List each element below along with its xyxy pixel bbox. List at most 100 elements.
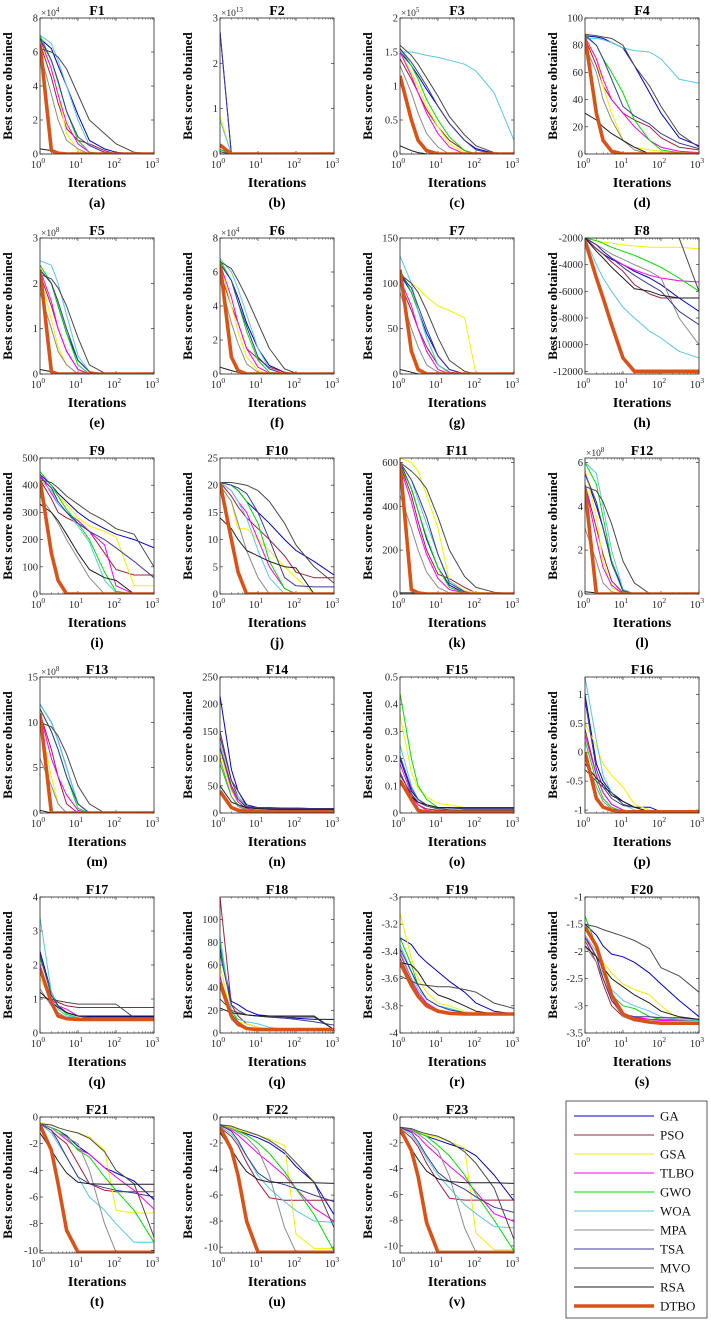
y-tick-label: 0 xyxy=(578,150,583,161)
x-tick-label: 103 xyxy=(145,815,160,830)
series-line-pso xyxy=(400,1128,514,1201)
x-tick-label: 103 xyxy=(325,815,340,830)
series-line-dtbo xyxy=(585,36,699,154)
series-line-tsa xyxy=(40,38,154,154)
series-line-tsa xyxy=(40,476,154,579)
x-tick-label: 102 xyxy=(467,1035,482,1050)
y-tick-label: 0 xyxy=(393,150,398,161)
series-line-woa xyxy=(40,34,154,154)
y-tick-label: 2 xyxy=(33,116,38,127)
y-tick-label: 0.4 xyxy=(385,700,399,711)
y-tick-label: -2 xyxy=(29,1139,38,1150)
series-lines xyxy=(400,1126,514,1253)
series-line-mpa xyxy=(40,51,154,154)
series-lines xyxy=(585,677,699,813)
series-lines xyxy=(585,33,699,154)
series-line-gsa xyxy=(40,476,154,587)
x-tick-label: 103 xyxy=(145,1255,160,1270)
x-tick-label: 102 xyxy=(107,1255,122,1270)
series-lines xyxy=(220,897,334,1032)
series-line-mvo xyxy=(585,486,699,594)
axes-background xyxy=(40,18,154,154)
y-tick-label: -3 xyxy=(574,1001,583,1012)
series-line-ga xyxy=(585,35,699,147)
subplot-label: (i) xyxy=(90,636,104,651)
series-line-gwo xyxy=(585,238,699,292)
series-line-tlbo xyxy=(40,269,154,374)
y-tick-label: 100 xyxy=(22,562,38,573)
series-line-mvo xyxy=(400,273,514,374)
x-tick-label: 102 xyxy=(287,1255,302,1270)
subplot-title: F19 xyxy=(446,883,469,898)
x-tick-label: 100 xyxy=(31,1255,46,1270)
legend-box xyxy=(565,1100,708,1319)
y-tick-label: -3.4 xyxy=(381,947,398,958)
x-tick-label: 101 xyxy=(614,596,629,611)
x-tick-label: 103 xyxy=(505,156,520,171)
y-tick-label: 0 xyxy=(213,590,218,601)
series-line-mvo xyxy=(40,721,154,813)
axes-frame xyxy=(219,457,335,595)
subplot-label: (h) xyxy=(633,416,650,431)
series-line-dtbo xyxy=(40,479,154,594)
x-tick-label: 103 xyxy=(145,156,160,171)
series-line-mvo xyxy=(400,462,514,594)
series-line-mvo xyxy=(40,479,154,568)
x-tick-label: 101 xyxy=(429,156,444,171)
x-tick-label: 101 xyxy=(69,1035,84,1050)
axes-frame xyxy=(219,1116,335,1254)
y-tick-label: 0 xyxy=(213,150,218,161)
x-axis-label: Iterations xyxy=(248,176,307,191)
y-axis-label: Best score obtained xyxy=(180,32,195,140)
series-line-mvo xyxy=(400,975,514,1009)
x-tick-label: 101 xyxy=(429,596,444,611)
axes-background xyxy=(220,18,334,154)
axes-frame xyxy=(584,676,700,814)
series-line-dtbo xyxy=(40,967,154,1022)
subplot-title: F16 xyxy=(631,663,654,678)
y-tick-label: 4 xyxy=(578,502,584,513)
subplot-title: F4 xyxy=(634,4,650,19)
subplot-f8: 100 101 102 103 -12000 -10000 -8000 -6000 -4000 -… xyxy=(545,224,704,431)
series-line-mpa xyxy=(40,495,154,594)
series-line-gsa xyxy=(40,722,154,813)
x-axis-label: Iterations xyxy=(428,1275,487,1290)
y-tick-label: 2 xyxy=(393,14,398,25)
series-line-tsa xyxy=(220,482,334,588)
x-axis-label: Iterations xyxy=(248,835,307,850)
y-tick-label: 200 xyxy=(382,546,398,557)
y-tick-label: 4 xyxy=(33,82,39,93)
series-line-dtbo xyxy=(400,1127,514,1253)
series-line-mvo xyxy=(220,482,334,584)
series-line-ga xyxy=(220,263,334,374)
y-axis-label: Best score obtained xyxy=(0,691,15,799)
subplot-title: F7 xyxy=(449,224,465,239)
y-tick-label: -8 xyxy=(389,1216,398,1227)
series-line-dtbo xyxy=(400,779,514,813)
x-axis-label: Iterations xyxy=(248,1275,307,1290)
y-tick-label: -1 xyxy=(574,806,583,817)
series-line-rsa xyxy=(40,503,154,594)
axes-frame xyxy=(399,896,515,1034)
x-tick-label: 100 xyxy=(576,815,591,830)
x-tick-label: 102 xyxy=(107,596,122,611)
series-line-dtbo xyxy=(40,1124,154,1253)
series-line-mvo xyxy=(220,1124,334,1228)
y-tick-label: 0 xyxy=(578,590,583,601)
axes-background xyxy=(220,677,334,813)
series-line-mvo xyxy=(40,48,154,154)
y-tick-label: -8 xyxy=(29,1219,38,1230)
x-axis-label: Iterations xyxy=(248,1055,307,1070)
y-axis-label: Best score obtained xyxy=(180,1131,195,1239)
legend-entry-rsa: RSA xyxy=(574,1280,686,1295)
series-line-ga xyxy=(220,947,334,1020)
series-line-tsa xyxy=(400,273,514,374)
x-axis-label: Iterations xyxy=(613,835,672,850)
x-tick-label: 101 xyxy=(614,1035,629,1050)
x-tick-label: 102 xyxy=(107,156,122,171)
y-tick-label: 2 xyxy=(33,961,38,972)
